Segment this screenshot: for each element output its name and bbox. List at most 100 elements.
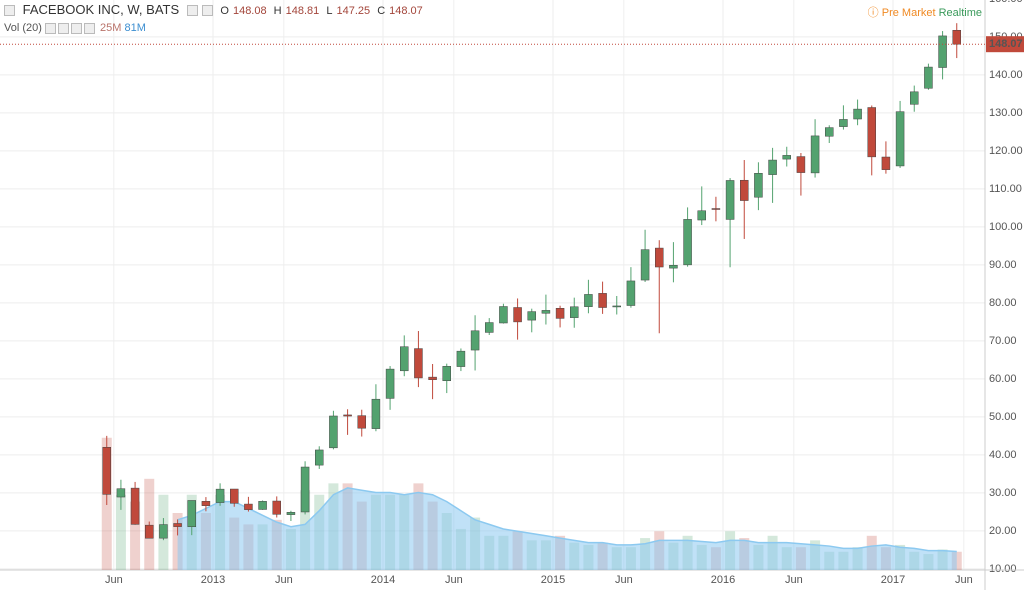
candle-body (725, 180, 735, 220)
candle-body (669, 264, 678, 269)
x-tick-label: Jun (785, 574, 803, 586)
y-tick-label: 120.00 (989, 145, 1023, 157)
candle-body (697, 210, 706, 221)
x-tick-label: 2017 (881, 574, 905, 586)
ohlc-value: 148.08 (232, 5, 267, 17)
candle-body (924, 66, 933, 89)
realtime: Realtime (938, 7, 982, 19)
candle-body (300, 466, 310, 513)
x-tick-label: Jun (615, 574, 633, 586)
y-tick-label: 110.00 (989, 183, 1022, 195)
candle-body (329, 415, 338, 449)
indicator-add[interactable] (70, 22, 82, 34)
y-tick-label: 80.00 (989, 297, 1017, 309)
x-tick-label: Jun (105, 574, 123, 586)
settings-icon[interactable] (186, 5, 198, 17)
x-tick-label: Jun (275, 574, 293, 586)
candle-body (159, 524, 168, 539)
volume-legend: Vol (20) 25M 81M (4, 22, 146, 34)
candle-body (428, 376, 437, 380)
x-tick-label: 2015 (541, 574, 565, 586)
candle-body (315, 449, 324, 466)
y-tick-label: 40.00 (989, 449, 1017, 461)
x-tick-label: Jun (445, 574, 463, 586)
ohlc-label: L (326, 5, 333, 17)
symbol: FACEBOOK INC, W, BATS (22, 2, 180, 17)
candle-body (655, 247, 664, 268)
ohlc-value: 148.07 (389, 5, 423, 17)
candle-body (513, 307, 522, 323)
candle-body (470, 330, 480, 351)
candle-body (768, 159, 777, 175)
candle-body (442, 366, 451, 382)
candle-body (357, 415, 366, 429)
candle-body (598, 293, 607, 308)
y-tick-label: 130.00 (989, 107, 1023, 119)
y-tick-label: 140.00 (989, 69, 1023, 81)
indicator-settings[interactable] (44, 22, 56, 34)
candle-body (414, 348, 423, 379)
y-tick-label: 30.00 (989, 487, 1017, 499)
candle-body (485, 322, 494, 333)
candle-body (541, 310, 551, 314)
collapse-icon[interactable] (4, 5, 15, 17)
last-price-label: 148.07 (989, 38, 1023, 50)
market-status: ⓘ Pre Market Realtime (868, 4, 982, 20)
candle-body (145, 524, 154, 539)
candle-body (640, 249, 650, 281)
candle-body (796, 156, 806, 173)
candle-body (527, 311, 536, 321)
candle-body (938, 35, 947, 68)
indicator-remove[interactable] (83, 22, 95, 34)
pre-market-text: Pre Market (881, 7, 936, 19)
volume-ma-line (177, 487, 957, 553)
candle-body (740, 179, 749, 201)
candle-body (952, 29, 961, 45)
candle-body (286, 512, 296, 515)
candle-body (215, 488, 225, 503)
x-tick-label: 2013 (201, 574, 225, 586)
candle-body (116, 488, 126, 498)
indicator-name[interactable]: Vol (20) (4, 22, 42, 34)
x-tick-label: 2014 (371, 574, 395, 586)
candle-body (130, 487, 140, 525)
hide-icon[interactable] (201, 5, 213, 17)
candle-body (230, 488, 239, 504)
candle-body (258, 501, 267, 510)
y-tick-label: 100.00 (989, 221, 1023, 233)
candle-body (343, 414, 352, 417)
candle-body (201, 501, 211, 506)
candle-body (626, 280, 636, 306)
candle-body (825, 127, 834, 137)
ohlc-value: 147.25 (336, 5, 371, 17)
ohlc-label: H (273, 5, 282, 17)
candle-body (612, 305, 621, 308)
x-tick-label: 2016 (711, 574, 735, 586)
candle-body (881, 156, 891, 170)
candle-body (456, 350, 466, 367)
y-tick-label: 10.00 (989, 563, 1017, 575)
candle-body (272, 500, 281, 515)
candle-body (371, 398, 381, 429)
candle-body (867, 107, 876, 158)
indicator-source[interactable] (57, 22, 69, 34)
y-tick-label: 20.00 (989, 525, 1017, 537)
candle-body (102, 447, 111, 495)
volume-bar (130, 501, 141, 570)
volume-value: 25M (100, 22, 122, 34)
last-price-tag (986, 36, 1024, 53)
candle-body (754, 173, 763, 198)
candle-body (711, 208, 721, 210)
candle-body (853, 108, 862, 120)
volume-ma-value: 81M (124, 22, 146, 34)
candle-body (187, 500, 196, 528)
candle-body (400, 346, 409, 372)
y-tick-label: 50.00 (989, 411, 1017, 423)
pre-market[interactable]: ⓘ Pre Market (867, 7, 936, 19)
ohlc-label: C (377, 5, 386, 17)
x-tick-label: Jun (955, 574, 973, 586)
y-tick-label: 60.00 (989, 373, 1017, 385)
